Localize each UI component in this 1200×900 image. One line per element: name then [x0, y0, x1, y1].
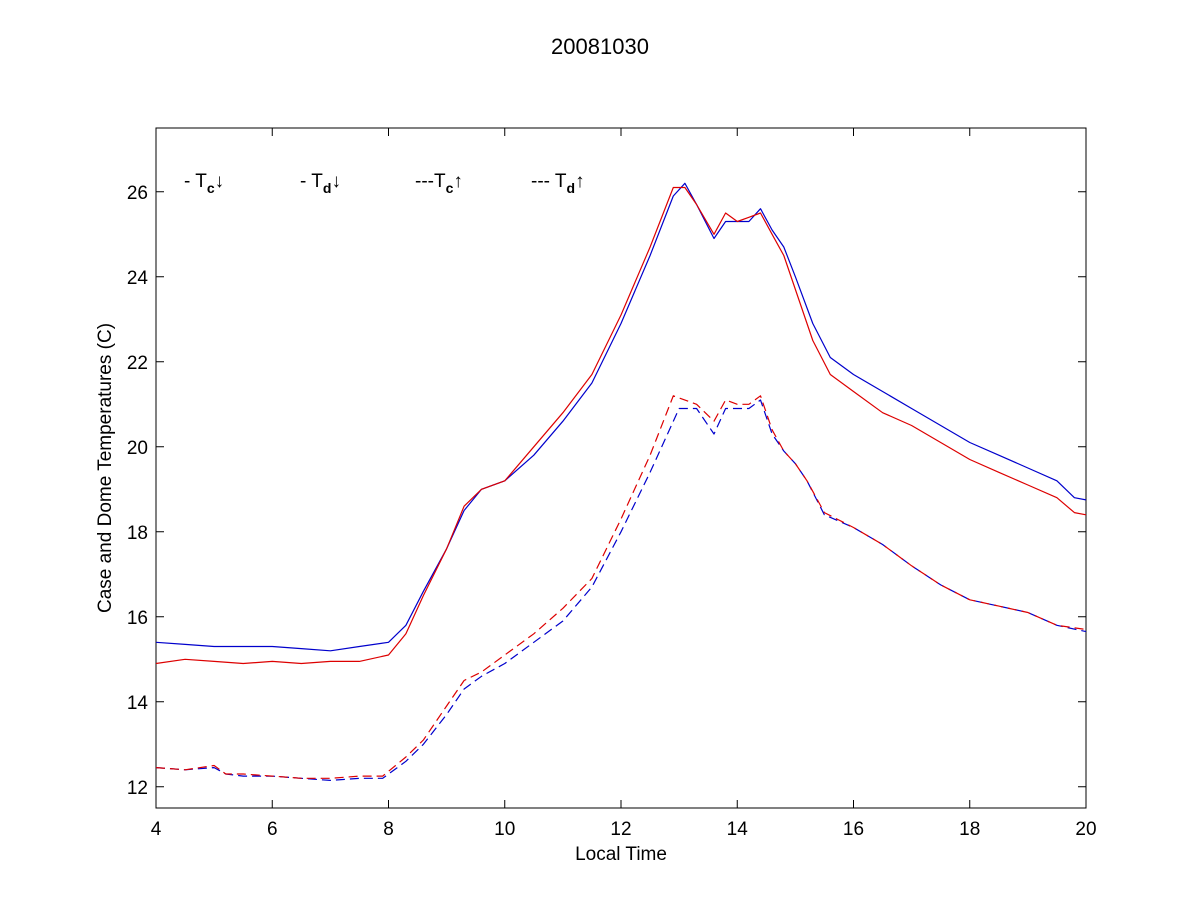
y-tick-label: 26	[127, 183, 148, 204]
legend-entry-prefix: - T	[300, 171, 323, 192]
legend-entry-arrow: ↓	[215, 171, 225, 192]
x-tick-label: 10	[494, 819, 515, 840]
legend: - Tc↓ - Td↓ ---Tc↑ --- Td↑	[184, 171, 585, 196]
x-tick-label: 20	[1075, 819, 1096, 840]
legend-entry-subscript: d	[567, 180, 576, 196]
x-tick-label: 6	[267, 819, 278, 840]
y-tick-label: 12	[127, 778, 148, 799]
series-line-td-up	[155, 395, 1087, 779]
series-line-td-down	[155, 186, 1087, 665]
chart-title: 20081030	[551, 34, 649, 59]
legend-entry: - Td↓	[300, 171, 341, 196]
y-axis-ticks: 12 14 16 18 20 22 24 26	[127, 183, 1086, 799]
legend-entry-subscript: c	[207, 180, 215, 196]
x-axis-ticks: 4 6 8 10 12 14 16 18 20	[151, 128, 1097, 840]
legend-entry-arrow: ↑	[453, 171, 463, 192]
series-line-tc-up	[155, 399, 1087, 782]
series-group	[155, 182, 1087, 782]
legend-entry-prefix: ---T	[415, 171, 446, 192]
legend-entry-arrow: ↑	[575, 171, 585, 192]
legend-entry: - Tc↓	[184, 171, 224, 196]
legend-entry-prefix: - T	[184, 171, 207, 192]
y-tick-label: 20	[127, 438, 148, 459]
x-tick-label: 18	[959, 819, 980, 840]
x-tick-label: 12	[610, 819, 631, 840]
y-axis-title: Case and Dome Temperatures (C)	[95, 323, 116, 613]
legend-entry-subscript: c	[446, 180, 454, 196]
legend-entry-prefix: --- T	[531, 171, 567, 192]
x-tick-label: 4	[151, 819, 162, 840]
x-tick-label: 14	[727, 819, 749, 840]
y-tick-label: 14	[127, 693, 149, 714]
legend-entry-subscript: d	[323, 180, 332, 196]
series-line-tc-down	[155, 182, 1087, 652]
legend-entry: --- Td↑	[531, 171, 585, 196]
x-tick-label: 8	[383, 819, 394, 840]
plot-frame	[155, 127, 1087, 809]
legend-entry-arrow: ↓	[331, 171, 341, 192]
y-tick-label: 18	[127, 523, 148, 544]
legend-entry: ---Tc↑	[415, 171, 463, 196]
y-tick-label: 16	[127, 608, 148, 629]
y-tick-label: 24	[127, 268, 149, 289]
x-tick-label: 16	[843, 819, 864, 840]
x-axis-title: Local Time	[575, 844, 667, 865]
y-tick-label: 22	[127, 353, 148, 374]
